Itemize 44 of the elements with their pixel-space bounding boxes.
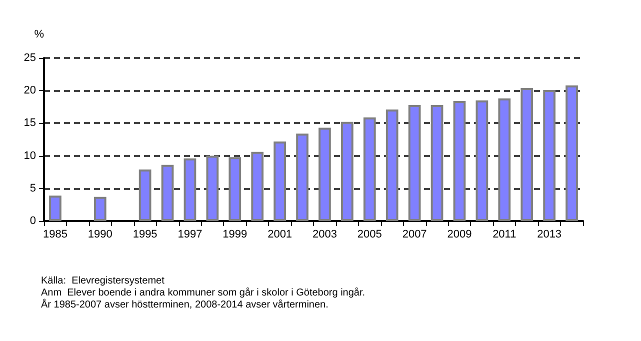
y-tick-label: 15 — [24, 117, 36, 130]
text: Anm Elever boende i andra kommuner som går i skolor i Göteborg ingår. — [41, 286, 366, 298]
bar — [566, 85, 578, 221]
x-tick-label: 1997 — [178, 228, 202, 240]
x-tick-label: 2011 — [492, 228, 516, 240]
x-tick-label: 2005 — [357, 228, 382, 240]
bar — [363, 117, 376, 221]
bar — [341, 122, 354, 221]
x-tick-label: 2003 — [312, 228, 337, 240]
bar — [520, 88, 534, 221]
bar — [251, 152, 264, 221]
bar — [476, 100, 488, 221]
y-tick-label: 5 — [30, 182, 36, 194]
bar — [296, 134, 308, 221]
bar — [94, 196, 106, 221]
y-axis-title: % — [34, 28, 44, 40]
bar — [543, 90, 556, 221]
bar — [386, 110, 398, 221]
bar — [274, 141, 286, 221]
bar — [318, 128, 331, 221]
bar — [408, 104, 421, 221]
bar — [184, 158, 196, 221]
y-tick-label: 20 — [24, 84, 36, 97]
x-tick-label: 2001 — [268, 228, 292, 240]
bar — [453, 101, 466, 221]
y-tick-label: 10 — [24, 150, 36, 162]
y-tick-label: 0 — [30, 215, 36, 227]
x-tick-label: 2013 — [537, 228, 562, 240]
bar — [228, 157, 242, 221]
x-tick-label: 1990 — [88, 228, 112, 240]
x-tick-label: 1999 — [222, 228, 248, 240]
bar — [430, 104, 444, 221]
text: Källa: Elevregistersystemet — [41, 276, 165, 286]
bar — [49, 196, 62, 221]
x-tick-label: 2007 — [402, 228, 427, 240]
x-tick-label: 2009 — [447, 228, 472, 240]
bar — [206, 156, 219, 221]
y-tick-label: 25 — [24, 52, 36, 64]
x-tick-label: 1995 — [132, 228, 158, 240]
bar — [138, 169, 152, 221]
bar — [161, 164, 174, 221]
x-tick-label: 1985 — [42, 228, 68, 240]
text: År 1985-2007 avser höstterminen, 2008-2014 avser vårterminen. — [41, 298, 328, 310]
bar — [498, 98, 511, 221]
